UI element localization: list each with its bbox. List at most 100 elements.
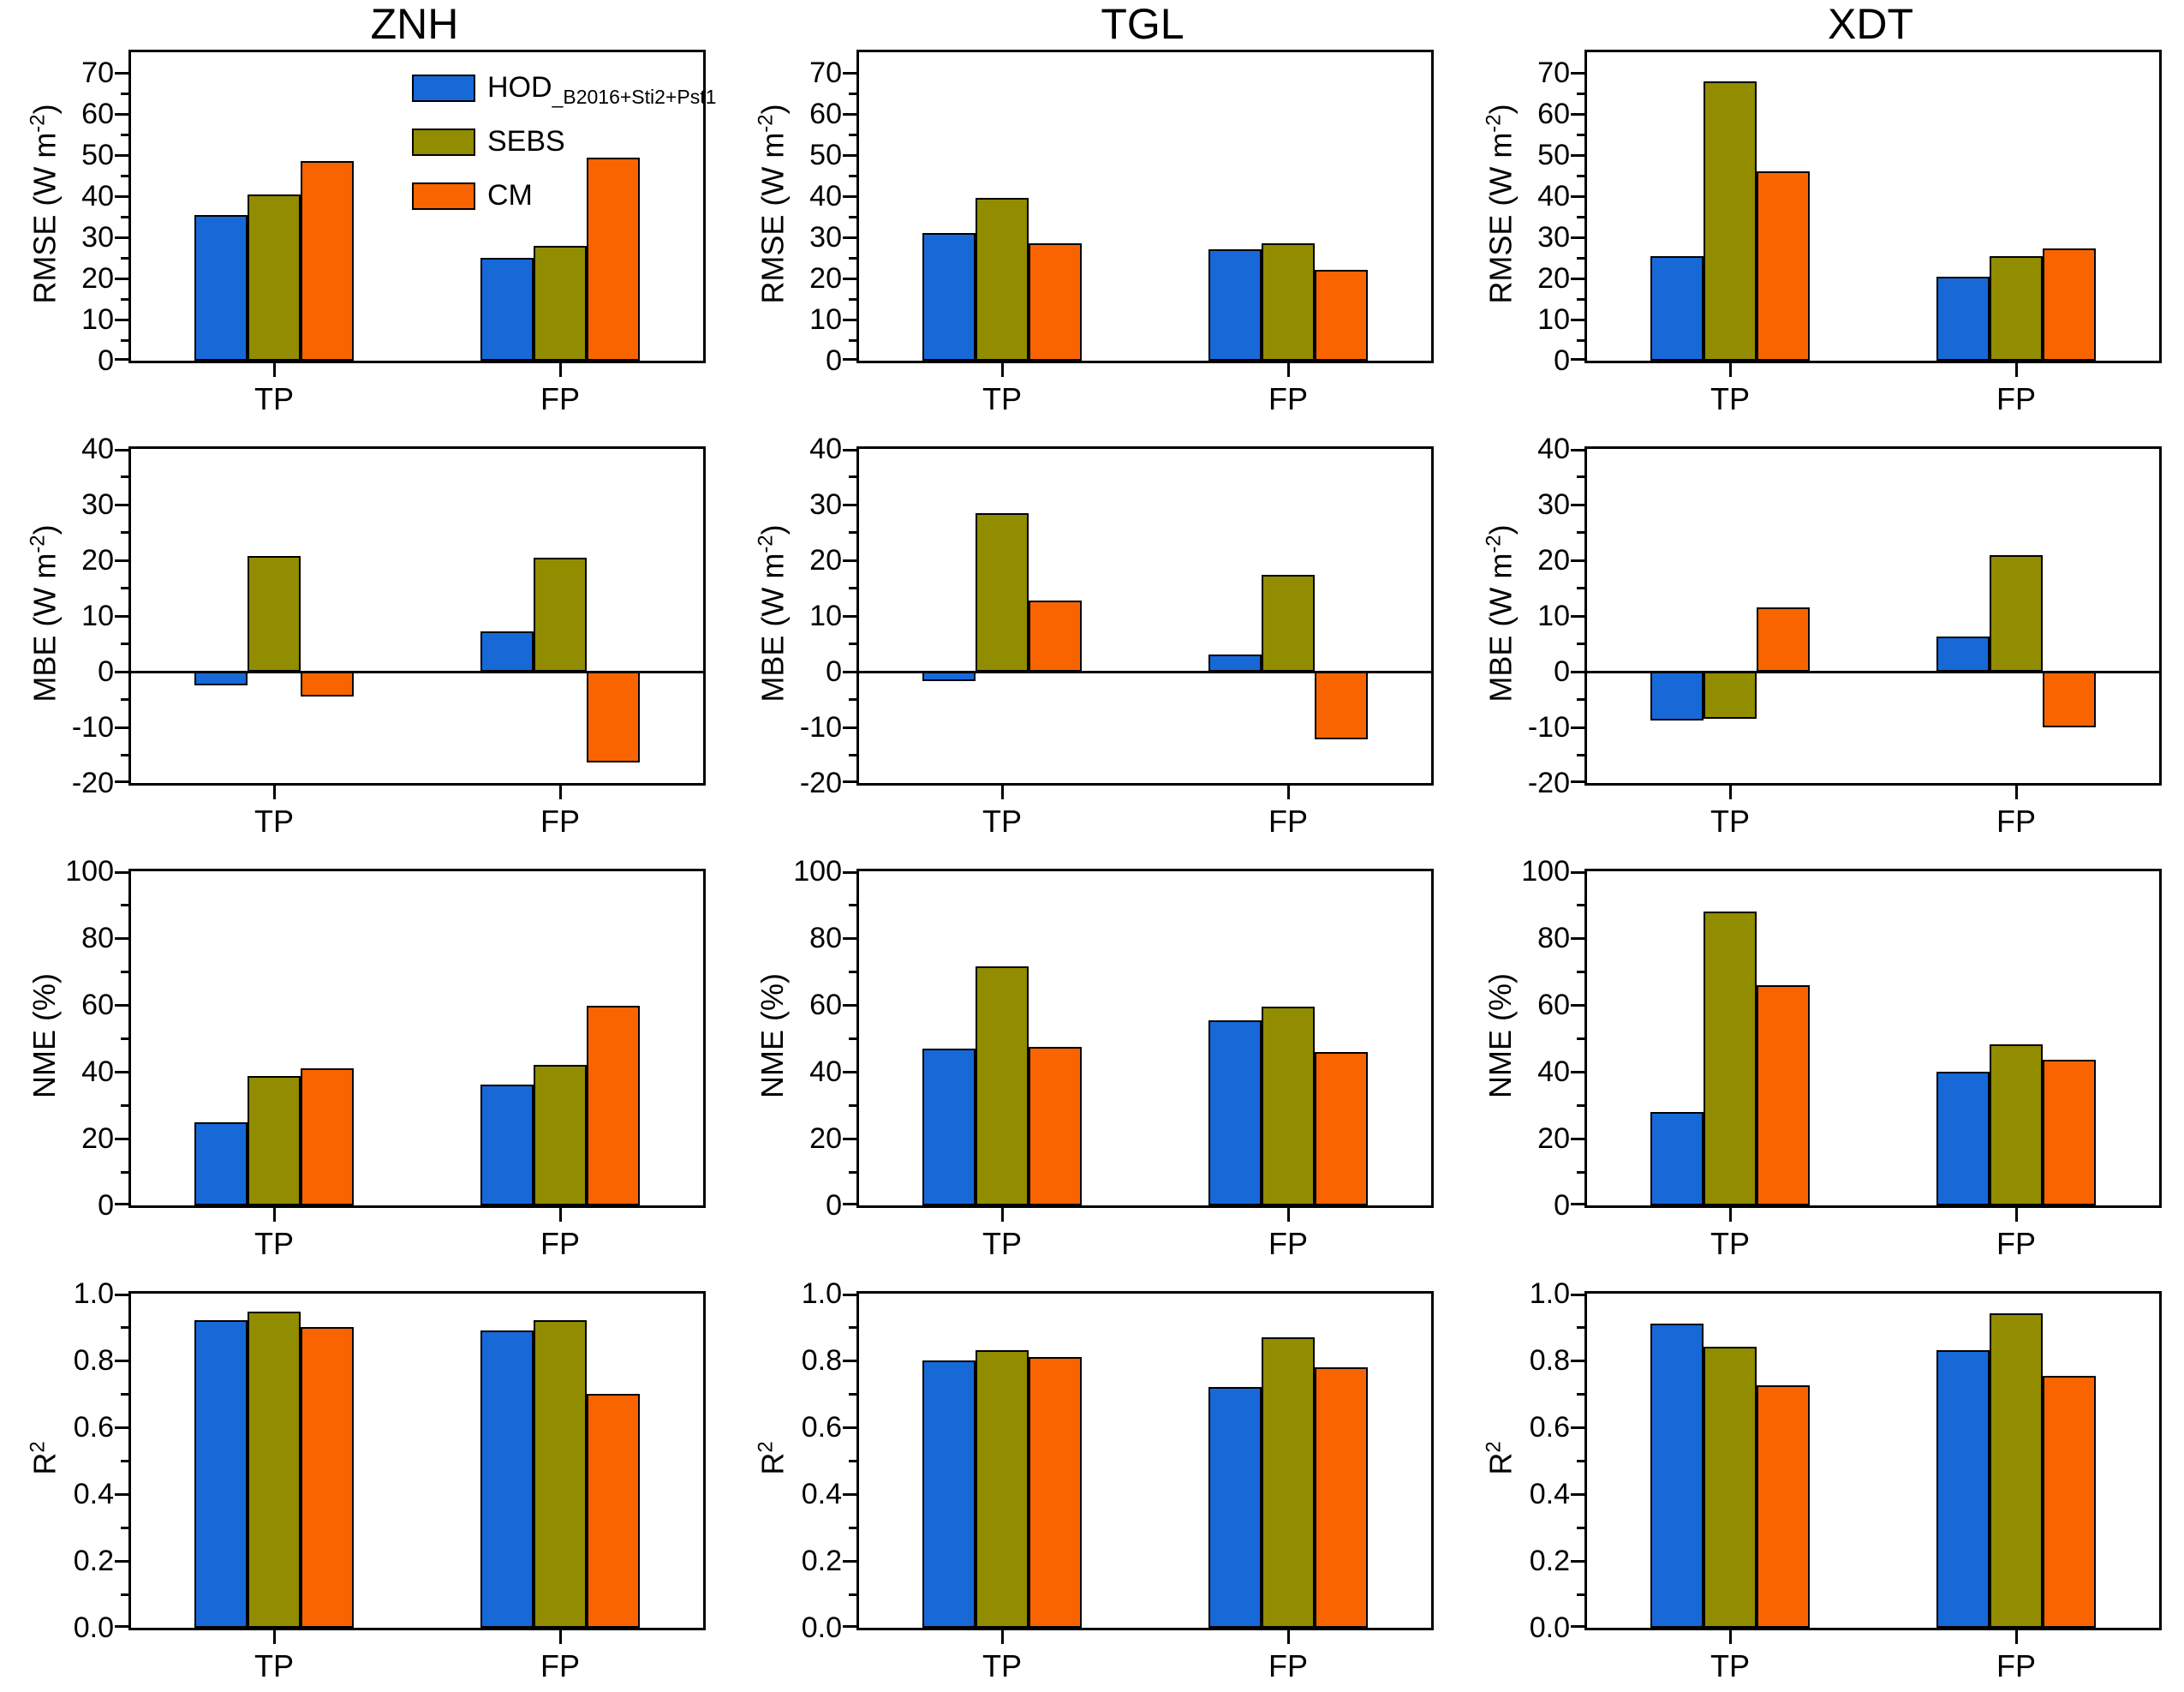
bar-HOD-FP <box>1208 1019 1262 1205</box>
y-minor-tick <box>121 338 128 342</box>
legend-swatch-HOD <box>412 75 475 102</box>
y-minor-tick <box>121 92 128 95</box>
bar-CM-FP <box>1315 1366 1368 1628</box>
y-tick-label: 70 <box>1537 57 1570 89</box>
plot-area: 0.0 0.2 0.4 0.6 0.8 1.0 TP FP <box>74 1277 706 1683</box>
y-tick-label: 0.8 <box>801 1344 842 1377</box>
y-minor-tick <box>121 1392 128 1396</box>
bar-HOD-TP <box>1650 672 1704 721</box>
y-tick-label: 1.0 <box>73 1277 114 1310</box>
y-major-tick <box>115 1137 128 1140</box>
y-minor-tick <box>849 256 856 260</box>
y-minor-tick <box>121 1593 128 1596</box>
y-minor-tick <box>849 174 856 177</box>
bar-HOD-TP <box>922 1048 976 1205</box>
plot-area: -20 -10 0 10 20 30 40 TP FP <box>800 433 1434 839</box>
y-minor-tick <box>849 1526 856 1529</box>
y-tick-label: 20 <box>81 544 114 577</box>
y-axis-label: R2 <box>27 1441 63 1474</box>
y-major-tick <box>843 670 856 673</box>
x-category-label: TP <box>254 804 294 839</box>
y-tick-label: 20 <box>1537 262 1570 295</box>
y-tick-label: 30 <box>809 221 842 254</box>
bar-HOD-TP <box>194 1121 248 1205</box>
y-tick-label: 50 <box>1537 139 1570 171</box>
x-category-label: FP <box>540 1226 580 1261</box>
bar-HOD-FP <box>1208 654 1262 672</box>
y-axis-label: R2 <box>1483 1441 1519 1474</box>
y-major-tick <box>1571 1137 1584 1140</box>
chart-MBE-TGL: MBE (W m-2) -20 -10 0 10 20 30 40 TP FP <box>728 422 1456 845</box>
y-major-tick <box>115 449 128 451</box>
y-tick-label: 40 <box>81 1055 114 1088</box>
bar-CM-TP <box>1029 1046 1082 1205</box>
y-tick-label: 0 <box>826 344 842 377</box>
x-tick <box>272 1208 276 1222</box>
bar-SEBS-FP <box>534 245 587 361</box>
x-category-label: TP <box>982 804 1022 839</box>
bar-CM-FP <box>587 1006 640 1205</box>
x-tick <box>1286 786 1290 799</box>
y-minor-tick <box>121 133 128 136</box>
y-major-tick <box>843 112 856 116</box>
y-major-tick <box>843 71 856 75</box>
y-major-tick <box>1571 1426 1584 1429</box>
bar-HOD-FP <box>1936 1350 1990 1628</box>
y-major-tick <box>115 1426 128 1429</box>
y-tick-label: 40 <box>81 433 114 465</box>
bar-CM-FP <box>587 672 640 762</box>
y-minor-tick <box>849 92 856 95</box>
x-category-label: FP <box>1996 1648 2036 1683</box>
bar-HOD-TP <box>194 1320 248 1628</box>
y-minor-tick <box>1577 531 1584 534</box>
bar-HOD-TP <box>922 1360 976 1628</box>
y-tick-label: 100 <box>65 855 114 888</box>
bar-HOD-TP <box>1650 1324 1704 1628</box>
chart-RMSE-ZNH: ZNH RMSE (W m-2) 0 10 20 30 40 50 60 70 TP FP HOD_B2… <box>0 0 728 422</box>
y-minor-tick <box>849 1170 856 1174</box>
chart-R2-ZNH: R2 0.0 0.2 0.4 0.6 0.8 1.0 TP FP <box>0 1267 728 1689</box>
y-major-tick <box>1571 449 1584 451</box>
y-tick-label: 80 <box>81 922 114 954</box>
y-minor-tick <box>121 215 128 218</box>
y-minor-tick <box>121 698 128 701</box>
y-minor-tick <box>1577 256 1584 260</box>
bar-SEBS-FP <box>534 558 587 672</box>
y-major-tick <box>843 1426 856 1429</box>
bar-SEBS-FP <box>1990 555 2043 672</box>
y-major-tick <box>843 1625 856 1628</box>
y-minor-tick <box>1577 1170 1584 1174</box>
y-major-tick <box>115 277 128 280</box>
chart-R2-TGL: R2 0.0 0.2 0.4 0.6 0.8 1.0 TP FP <box>728 1267 1456 1689</box>
y-tick-label: -20 <box>1527 767 1570 799</box>
y-major-tick <box>115 1294 128 1296</box>
y-tick-label: 30 <box>81 488 114 521</box>
y-major-tick <box>843 936 856 940</box>
chart-RMSE-TGL: TGL RMSE (W m-2) 0 10 20 30 40 50 60 70 TP FP <box>728 0 1456 422</box>
y-minor-tick <box>1577 970 1584 973</box>
bar-HOD-FP <box>480 631 534 672</box>
x-category-label: FP <box>1268 1226 1308 1261</box>
bar-HOD-TP <box>1650 255 1704 361</box>
y-tick-label: 40 <box>1537 180 1570 212</box>
y-minor-tick <box>849 531 856 534</box>
y-major-tick <box>1571 1559 1584 1563</box>
y-minor-tick <box>1577 1325 1584 1329</box>
x-tick <box>1000 1208 1004 1222</box>
y-major-tick <box>1571 503 1584 506</box>
y-tick-label: 50 <box>809 139 842 171</box>
bar-HOD-FP <box>1936 637 1990 672</box>
y-axis-label-text: R <box>755 1452 791 1475</box>
x-category-label: FP <box>540 1648 580 1683</box>
y-minor-tick <box>849 1325 856 1329</box>
bar-SEBS-TP <box>1704 81 1757 361</box>
y-minor-tick <box>1577 1459 1584 1462</box>
bar-SEBS-FP <box>1990 1044 2043 1205</box>
y-minor-tick <box>121 1103 128 1107</box>
bar-CM-FP <box>2043 1060 2096 1205</box>
chart-RMSE-XDT: XDT RMSE (W m-2) 0 10 20 30 40 50 60 70 TP FP <box>1456 0 2184 422</box>
bar-SEBS-TP <box>1704 911 1757 1205</box>
x-tick <box>272 786 276 799</box>
y-tick-label: 60 <box>1537 98 1570 130</box>
x-tick <box>272 1630 276 1644</box>
